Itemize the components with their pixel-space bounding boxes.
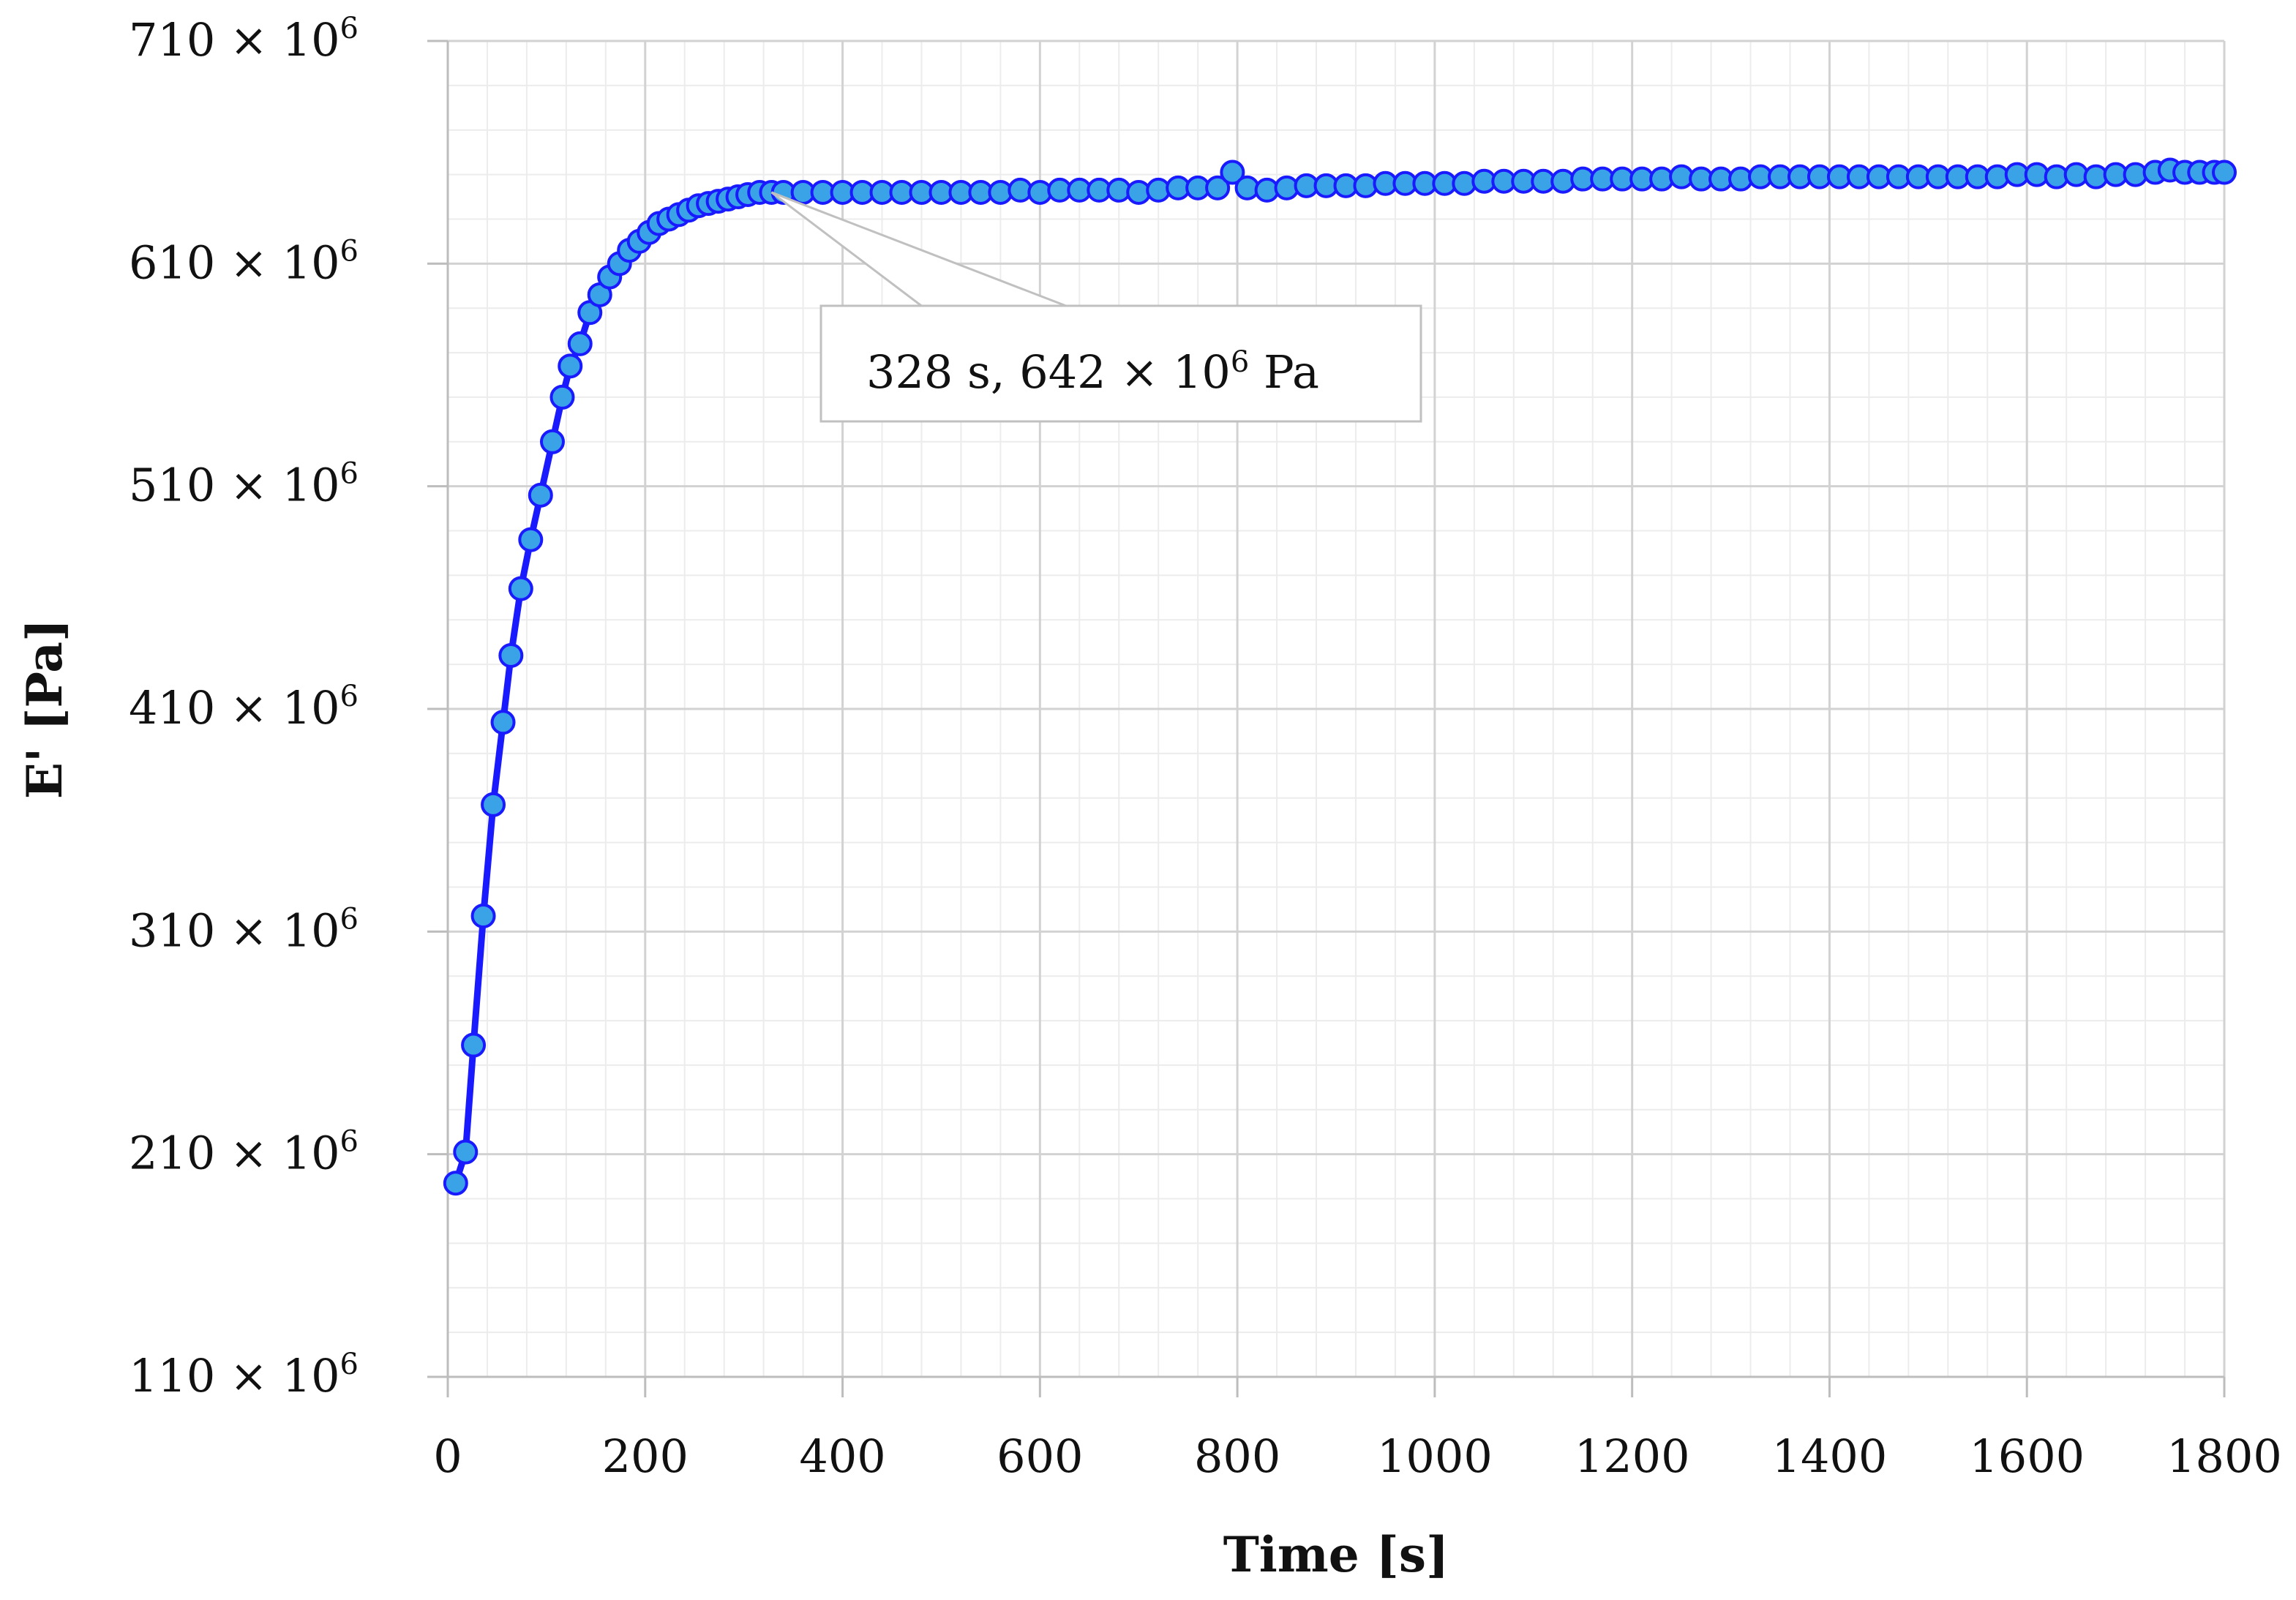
x-tick-label: 800 xyxy=(1194,1430,1280,1483)
data-point xyxy=(508,576,533,601)
x-tick-label: 400 xyxy=(799,1430,885,1483)
data-point xyxy=(1220,159,1245,185)
major-grid xyxy=(448,40,2226,1377)
y-tick-label: 210 × 106 xyxy=(129,1125,359,1180)
y-tick-label-base: 110 × 10 xyxy=(129,1349,340,1402)
data-point xyxy=(539,429,565,454)
data-point xyxy=(549,384,575,410)
x-tick-label: 1200 xyxy=(1575,1430,1690,1483)
x-tick-label: 1600 xyxy=(1969,1430,2085,1483)
data-point xyxy=(518,527,544,552)
y-axis-title: E' [Pa] xyxy=(16,619,73,800)
data-point xyxy=(461,1032,487,1058)
data-point xyxy=(498,642,524,668)
y-tick-label-base: 410 × 10 xyxy=(129,681,340,735)
y-tick-label-exponent: 6 xyxy=(340,1125,359,1159)
y-tick-label-base: 210 × 10 xyxy=(129,1127,340,1180)
x-tick-label: 600 xyxy=(997,1430,1083,1483)
data-point xyxy=(443,1171,468,1196)
callout-text-main: 328 s, 642 × 10 xyxy=(866,345,1231,399)
x-tick-label: 0 xyxy=(433,1430,462,1483)
x-tick-label: 1000 xyxy=(1377,1430,1493,1483)
y-tick-label-exponent: 6 xyxy=(340,12,359,45)
x-axis-title: Time [s] xyxy=(1223,1526,1449,1583)
x-tick-label: 200 xyxy=(602,1430,689,1483)
x-tick-labels: 0 200 400 600 800 1000 1200 1400 1600 1800 xyxy=(433,1430,2282,1483)
callout-box xyxy=(819,304,1422,423)
y-tick-label-exponent: 6 xyxy=(340,902,359,936)
series-layer xyxy=(443,157,2237,1196)
y-tick-label-base: 710 × 10 xyxy=(129,13,340,67)
data-point xyxy=(481,792,506,817)
y-tick-label: 510 × 106 xyxy=(129,457,359,512)
y-tick-label-exponent: 6 xyxy=(340,1348,359,1381)
y-tick-label-base: 310 × 10 xyxy=(129,904,340,957)
data-point xyxy=(2212,159,2237,185)
y-tick-label: 610 × 106 xyxy=(129,234,359,289)
data-point xyxy=(558,353,583,379)
y-tick-label-exponent: 6 xyxy=(340,457,359,491)
y-tick-label: 110 × 106 xyxy=(129,1348,359,1402)
axes xyxy=(427,40,2226,1397)
y-tick-label-base: 610 × 10 xyxy=(129,236,340,289)
data-point xyxy=(528,482,553,508)
callout-text-exponent: 6 xyxy=(1231,345,1249,379)
y-tick-label-exponent: 6 xyxy=(340,680,359,713)
y-tick-label: 310 × 106 xyxy=(129,902,359,957)
callout-text: 328 s, 642 × 106 Pa xyxy=(866,345,1319,399)
y-tick-label-exponent: 6 xyxy=(340,234,359,268)
y-tick-label: 410 × 106 xyxy=(129,680,359,735)
x-tick-label: 1400 xyxy=(1772,1430,1888,1483)
y-tick-label-base: 510 × 10 xyxy=(129,459,340,512)
x-tick-label: 1800 xyxy=(2166,1430,2282,1483)
data-point xyxy=(470,904,496,929)
data-point xyxy=(490,710,516,735)
y-tick-label: 710 × 106 xyxy=(129,12,359,67)
data-point xyxy=(453,1139,479,1165)
data-point xyxy=(1205,175,1231,200)
callout-text-unit: Pa xyxy=(1249,345,1319,399)
data-callout: 328 s, 642 × 106 Pa xyxy=(770,191,1422,423)
data-point xyxy=(567,331,593,356)
